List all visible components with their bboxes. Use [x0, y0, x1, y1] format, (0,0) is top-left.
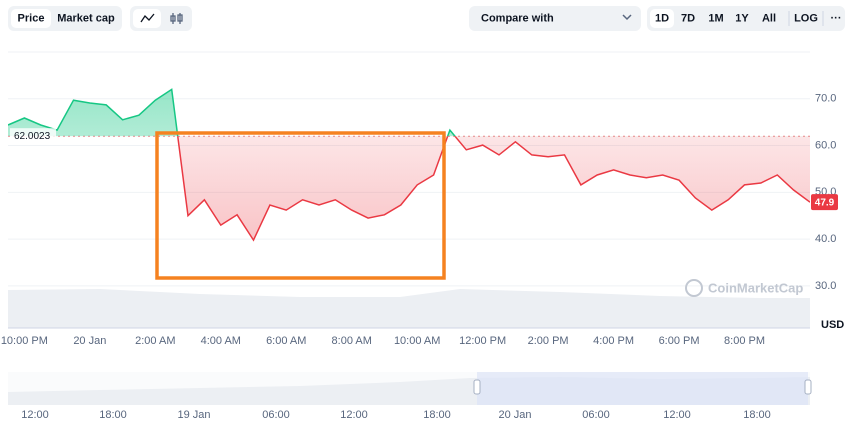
price-line-up	[8, 88, 456, 137]
y-tick-label: 40.0	[815, 233, 836, 245]
candle-icon[interactable]	[170, 13, 183, 24]
tab-price[interactable]	[11, 9, 51, 28]
volume-area	[8, 289, 810, 328]
x-tick-label: 10:00 PM	[1, 335, 48, 347]
navigator-label: 18:00	[743, 409, 771, 421]
x-tick-label: 2:00 PM	[528, 335, 569, 347]
x-tick-label: 20 Jan	[73, 335, 106, 347]
navigator-label: 18:00	[423, 409, 451, 421]
navigator-label: 06:00	[262, 409, 290, 421]
x-tick-label: 8:00 PM	[724, 335, 765, 347]
range-button[interactable]: All	[762, 12, 776, 24]
line-icon	[140, 13, 155, 23]
area-down	[8, 136, 810, 241]
price-line-down	[176, 136, 810, 242]
watermark: CoinMarketCap	[685, 279, 803, 297]
range-button[interactable]: 1D	[655, 12, 669, 24]
x-tick-label: 6:00 PM	[659, 335, 700, 347]
navigator-label: 18:00	[99, 409, 127, 421]
range-button[interactable]: 7D	[681, 12, 695, 24]
range-selected	[650, 9, 674, 28]
x-tick-label: 6:00 AM	[266, 335, 306, 347]
x-tick-label: 2:00 AM	[135, 335, 175, 347]
watermark-text: CoinMarketCap	[708, 280, 803, 295]
navigator-label: 12:00	[340, 409, 368, 421]
navigator-label: 12:00	[663, 409, 691, 421]
y-tick-label: 30.0	[815, 280, 836, 292]
x-tick-label: 10:00 AM	[394, 335, 440, 347]
more-button[interactable]: ···	[831, 12, 842, 24]
range-group	[647, 6, 845, 31]
x-tick-label: 4:00 PM	[593, 335, 634, 347]
compare-select[interactable]	[469, 6, 641, 31]
x-tick-label: 4:00 AM	[201, 335, 241, 347]
highlight-box	[155, 131, 446, 280]
area-up	[8, 89, 455, 137]
navigator-label: 20 Jan	[498, 409, 531, 421]
current-price: 47.9	[815, 197, 835, 208]
handle[interactable]	[804, 379, 812, 395]
tab-label[interactable]: Market cap	[57, 12, 115, 24]
range-button[interactable]: 1M	[708, 12, 723, 24]
compare-label: Compare with	[481, 12, 554, 24]
y-tick-label: 60.0	[815, 139, 836, 151]
navigator-label: 06:00	[582, 409, 610, 421]
tab-label: Price	[18, 12, 45, 24]
y-tick-label: 70.0	[815, 93, 836, 105]
x-tick-label: 12:00 PM	[459, 335, 506, 347]
handle[interactable]	[473, 379, 481, 395]
current-price-tag	[811, 194, 838, 211]
range-button[interactable]: 1Y	[735, 12, 749, 24]
unit-label: USD	[821, 319, 844, 331]
chevron	[622, 14, 632, 21]
baseline-label: 62.0023	[14, 131, 51, 142]
navigator-selection[interactable]	[477, 372, 808, 405]
navigator-label: 12:00	[21, 409, 49, 421]
baseline-tag-bg	[10, 128, 56, 144]
x-tick-label: 8:00 AM	[332, 335, 372, 347]
log-button[interactable]: LOG	[794, 12, 818, 24]
navigator-label: 19 Jan	[177, 409, 210, 421]
